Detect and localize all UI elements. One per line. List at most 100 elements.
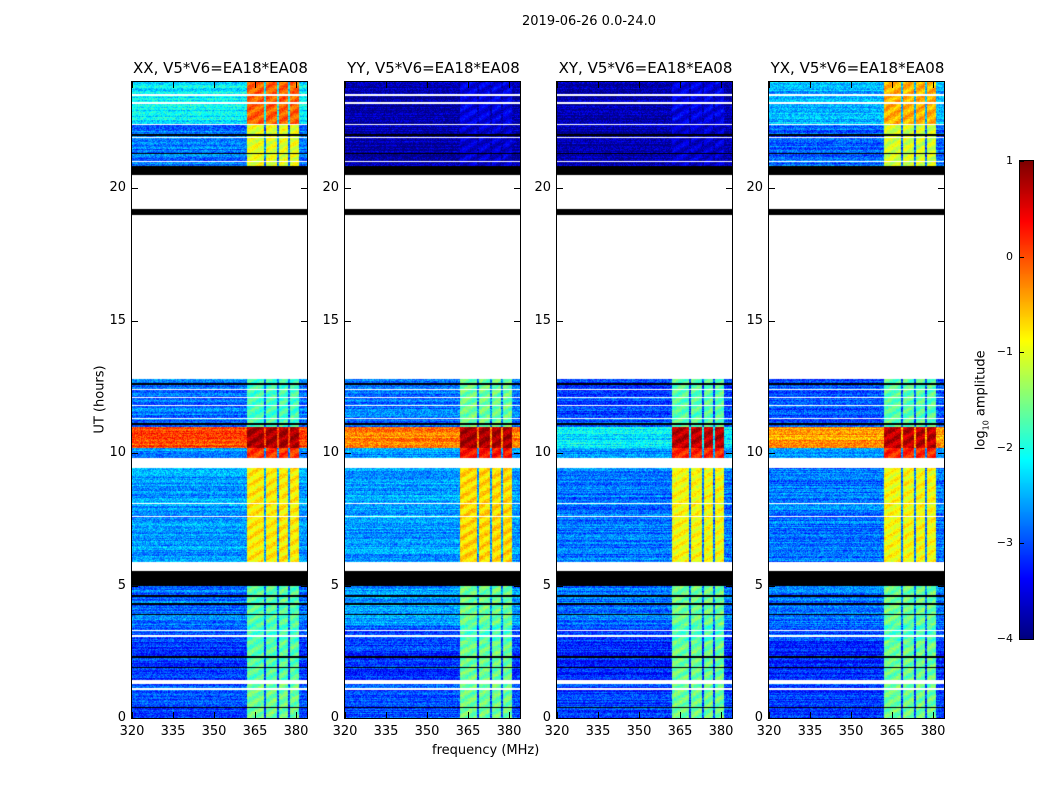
- x-tick-mark: [132, 712, 133, 718]
- y-tick-mark: [769, 453, 775, 454]
- x-tick-mark: [509, 82, 511, 88]
- x-tick-label: 380: [283, 724, 309, 739]
- x-tick-label: 320: [119, 724, 145, 739]
- y-tick-mark: [557, 585, 563, 587]
- y-tick-mark: [514, 453, 520, 454]
- x-tick-mark: [769, 82, 770, 88]
- colorbar-tick-label: 1: [1006, 154, 1013, 167]
- y-tick-mark: [301, 718, 307, 719]
- spectrogram-image: [557, 82, 732, 718]
- y-tick-label: 20: [322, 180, 339, 195]
- y-tick-mark: [726, 188, 732, 189]
- y-tick-label: 20: [534, 180, 551, 195]
- figure-title: 2019-06-26 0.0-24.0: [522, 14, 656, 29]
- x-tick-mark: [810, 712, 812, 718]
- x-tick-mark: [214, 712, 216, 718]
- x-tick-mark: [386, 712, 388, 718]
- colorbar-tick-mark: [1020, 543, 1024, 545]
- colorbar-tick-label: −4: [996, 632, 1013, 645]
- y-tick-mark: [301, 320, 307, 322]
- x-tick-mark: [345, 82, 346, 88]
- y-tick-label: 5: [117, 577, 126, 593]
- y-tick-label: 10: [534, 445, 551, 460]
- x-tick-label: 350: [838, 724, 864, 739]
- y-tick-mark: [514, 320, 520, 322]
- panel-title: XY, V5*V6=EA18*EA08: [558, 59, 733, 77]
- x-tick-mark: [386, 82, 388, 88]
- colorbar-tick-label: −3: [996, 536, 1013, 550]
- spectrogram-image: [769, 82, 944, 718]
- y-tick-mark: [345, 320, 351, 322]
- y-tick-mark: [345, 188, 351, 189]
- spectrogram-image: [345, 82, 520, 718]
- y-tick-mark: [301, 188, 307, 189]
- x-tick-label: 320: [544, 724, 570, 739]
- x-axis-label: frequency (MHz): [432, 743, 540, 758]
- colorbar-tick-label: 0: [1006, 249, 1013, 263]
- y-tick-mark: [514, 718, 520, 719]
- x-tick-label: 335: [585, 724, 611, 739]
- spectrogram-panel-yx: YX, V5*V6=EA18*EA08 0 5 10 15 20 320 335 350 365 3…: [746, 59, 945, 739]
- x-tick-mark: [598, 82, 600, 88]
- x-tick-label: 365: [667, 724, 693, 739]
- colorbar-tick-mark: [1020, 161, 1024, 162]
- x-tick-mark: [933, 712, 935, 718]
- y-tick-mark: [726, 585, 732, 587]
- y-tick-label: 0: [754, 710, 763, 725]
- y-tick-label: 5: [330, 577, 339, 593]
- x-tick-mark: [892, 82, 894, 88]
- y-tick-mark: [769, 188, 775, 189]
- x-tick-mark: [255, 712, 257, 718]
- y-tick-mark: [769, 585, 775, 587]
- y-tick-mark: [345, 453, 351, 454]
- x-tick-label: 335: [373, 724, 399, 739]
- x-tick-mark: [721, 712, 723, 718]
- y-tick-label: 0: [542, 710, 551, 725]
- x-tick-label: 320: [332, 724, 358, 739]
- x-tick-label: 380: [920, 724, 946, 739]
- panel-title: YX, V5*V6=EA18*EA08: [770, 59, 945, 77]
- y-tick-mark: [557, 188, 563, 189]
- y-tick-label: 0: [117, 710, 126, 725]
- y-tick-mark: [132, 453, 138, 454]
- y-tick-mark: [938, 453, 944, 454]
- y-tick-label: 10: [109, 445, 126, 460]
- y-tick-mark: [938, 188, 944, 189]
- y-tick-mark: [345, 718, 351, 719]
- y-tick-mark: [938, 320, 944, 322]
- y-tick-label: 20: [109, 180, 126, 195]
- colorbar-tick-mark: [1020, 352, 1024, 354]
- x-tick-mark: [639, 82, 641, 88]
- y-tick-label: 15: [534, 312, 551, 328]
- y-tick-mark: [726, 320, 732, 322]
- x-tick-mark: [851, 82, 853, 88]
- x-tick-mark: [680, 82, 682, 88]
- panel-title: YY, V5*V6=EA18*EA08: [347, 59, 520, 77]
- y-tick-mark: [301, 585, 307, 587]
- y-tick-mark: [726, 718, 732, 719]
- x-tick-mark: [427, 82, 429, 88]
- x-tick-label: 380: [708, 724, 734, 739]
- x-tick-mark: [509, 712, 511, 718]
- y-tick-mark: [557, 453, 563, 454]
- x-tick-mark: [810, 82, 812, 88]
- x-tick-mark: [933, 82, 935, 88]
- x-tick-label: 350: [626, 724, 652, 739]
- x-tick-mark: [639, 712, 641, 718]
- colorbar-tick-mark: [1020, 639, 1024, 640]
- x-tick-label: 350: [414, 724, 440, 739]
- spectrogram-image: [132, 82, 307, 718]
- colorbar-label: log10 amplitude: [973, 350, 991, 451]
- y-tick-mark: [514, 585, 520, 587]
- y-tick-mark: [769, 320, 775, 322]
- y-tick-mark: [132, 585, 138, 587]
- y-axis-label: UT (hours): [92, 365, 108, 434]
- y-tick-mark: [132, 718, 138, 719]
- x-tick-mark: [132, 82, 133, 88]
- y-tick-label: 15: [746, 312, 763, 328]
- x-tick-mark: [557, 82, 558, 88]
- x-tick-label: 320: [756, 724, 782, 739]
- x-tick-mark: [173, 712, 175, 718]
- spectrogram-panel-xx: XX, V5*V6=EA18*EA08 0 5 10 15 20 320 335 350 365 3…: [109, 59, 308, 739]
